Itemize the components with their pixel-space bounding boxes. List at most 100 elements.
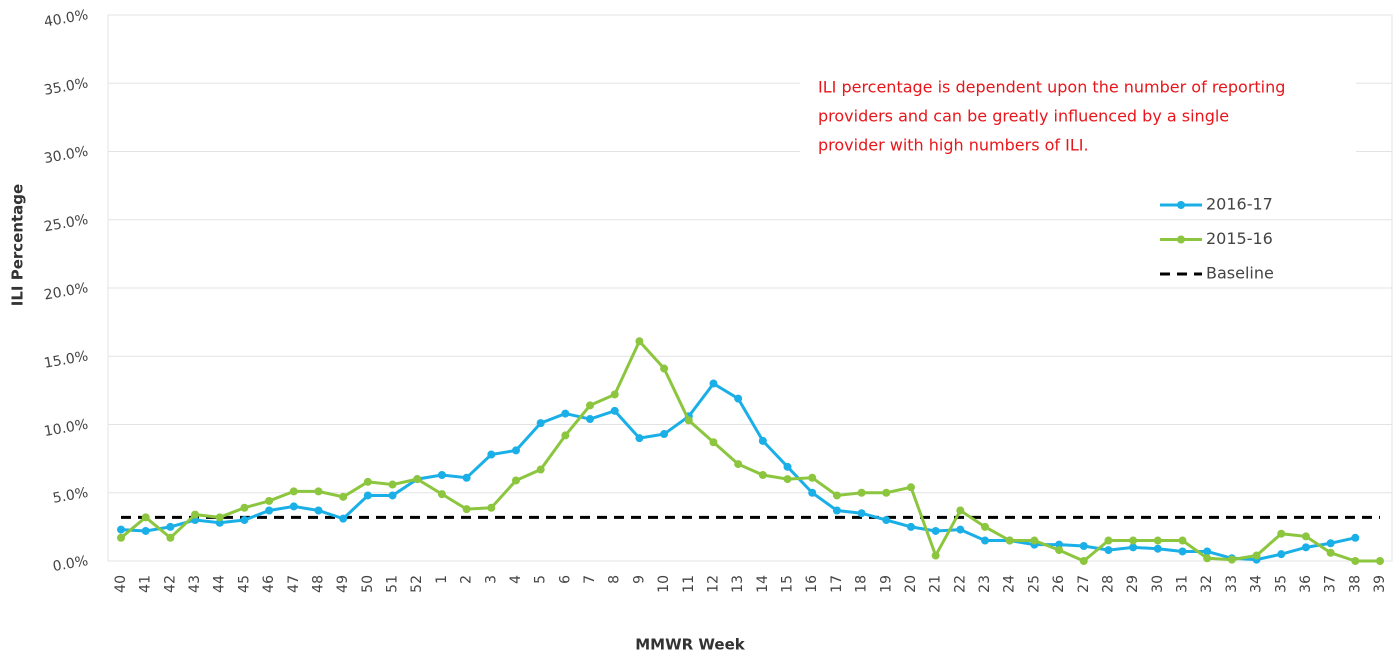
x-tick-label: 8 bbox=[607, 575, 623, 584]
point bbox=[931, 551, 940, 560]
y-tick-label: 35.0% bbox=[43, 75, 90, 98]
point bbox=[191, 510, 200, 519]
point bbox=[1326, 539, 1335, 548]
point bbox=[462, 505, 471, 514]
point bbox=[758, 436, 767, 445]
point bbox=[906, 483, 915, 492]
x-tick-label: 20 bbox=[903, 575, 919, 593]
x-tick-label: 13 bbox=[730, 575, 746, 593]
x-tick-label: 25 bbox=[1026, 575, 1042, 593]
point bbox=[166, 522, 175, 531]
point bbox=[265, 496, 274, 505]
x-tick-label: 10 bbox=[656, 575, 672, 593]
y-tick-label: 30.0% bbox=[43, 144, 90, 167]
point bbox=[240, 503, 249, 512]
point bbox=[1005, 536, 1014, 545]
x-tick-label: 27 bbox=[1076, 575, 1092, 593]
x-tick-label: 6 bbox=[557, 575, 573, 584]
y-tick-label: 25.0% bbox=[43, 212, 90, 235]
legend-label: 2016-17 bbox=[1206, 195, 1273, 214]
x-tick-label: 9 bbox=[631, 575, 647, 584]
x-tick-label: 12 bbox=[705, 575, 721, 593]
x-tick-label: 40 bbox=[113, 575, 129, 593]
point bbox=[561, 431, 570, 440]
x-tick-label: 1 bbox=[434, 575, 450, 584]
x-tick-label: 14 bbox=[755, 575, 771, 593]
point bbox=[808, 473, 817, 482]
point bbox=[388, 491, 397, 500]
point bbox=[1376, 557, 1384, 565]
point bbox=[1227, 555, 1236, 564]
x-tick-label: 11 bbox=[681, 575, 697, 593]
point bbox=[709, 438, 718, 447]
legend-label: 2015-16 bbox=[1206, 229, 1273, 248]
y-tick-label: 40.0% bbox=[43, 7, 90, 30]
point bbox=[660, 430, 669, 439]
x-axis-title: MMWR Week bbox=[635, 636, 746, 654]
y-tick-label: 5.0% bbox=[52, 485, 90, 507]
point bbox=[1178, 536, 1187, 545]
point bbox=[437, 471, 446, 480]
point bbox=[437, 490, 446, 499]
point bbox=[1252, 551, 1261, 560]
point bbox=[1030, 536, 1039, 545]
x-tick-label: 31 bbox=[1175, 575, 1191, 593]
point bbox=[215, 513, 224, 522]
x-tick-label: 21 bbox=[928, 575, 944, 593]
x-tick-label: 44 bbox=[212, 575, 228, 593]
point bbox=[857, 488, 866, 497]
point bbox=[1351, 533, 1360, 542]
point bbox=[956, 525, 965, 534]
point bbox=[857, 509, 866, 518]
legend-marker bbox=[1177, 201, 1185, 209]
point bbox=[635, 337, 644, 346]
x-tick-label: 5 bbox=[533, 575, 549, 584]
point bbox=[141, 513, 150, 522]
point bbox=[1301, 532, 1310, 541]
point bbox=[1079, 541, 1088, 550]
y-tick-label: 20.0% bbox=[43, 280, 90, 303]
point bbox=[511, 446, 520, 455]
point bbox=[1104, 546, 1113, 555]
x-tick-label: 34 bbox=[1249, 575, 1265, 593]
point bbox=[586, 415, 595, 424]
x-tick-label: 42 bbox=[162, 575, 178, 593]
point bbox=[1079, 557, 1088, 565]
point bbox=[956, 506, 965, 515]
x-tick-label: 50 bbox=[360, 575, 376, 593]
point bbox=[1351, 557, 1360, 565]
x-tick-label: 26 bbox=[1051, 575, 1067, 593]
x-tick-label: 32 bbox=[1199, 575, 1215, 593]
point bbox=[1129, 543, 1138, 552]
point bbox=[363, 477, 372, 486]
x-tick-label: 33 bbox=[1224, 575, 1240, 593]
x-tick-label: 49 bbox=[335, 575, 351, 593]
point bbox=[141, 526, 150, 535]
point bbox=[709, 379, 718, 388]
point bbox=[832, 491, 841, 500]
point bbox=[610, 390, 619, 399]
point bbox=[314, 506, 323, 515]
point bbox=[981, 536, 990, 545]
point bbox=[289, 502, 298, 511]
x-tick-label: 4 bbox=[508, 575, 524, 584]
point bbox=[734, 460, 743, 469]
point bbox=[536, 465, 545, 474]
x-tick-label: 28 bbox=[1100, 575, 1116, 593]
point bbox=[1178, 547, 1187, 556]
x-tick-label: 18 bbox=[854, 575, 870, 593]
point bbox=[1153, 544, 1162, 553]
point bbox=[783, 462, 792, 471]
point bbox=[1104, 536, 1113, 545]
point bbox=[289, 487, 298, 496]
point bbox=[339, 492, 348, 501]
point bbox=[660, 364, 669, 373]
point bbox=[906, 522, 915, 531]
y-tick-label: 15.0% bbox=[43, 348, 90, 371]
x-tick-label: 38 bbox=[1347, 575, 1363, 593]
annotation: provider with high numbers of ILI. bbox=[818, 136, 1089, 155]
legend-marker bbox=[1177, 235, 1185, 244]
point bbox=[783, 475, 792, 484]
point bbox=[610, 406, 619, 415]
point bbox=[536, 419, 545, 428]
